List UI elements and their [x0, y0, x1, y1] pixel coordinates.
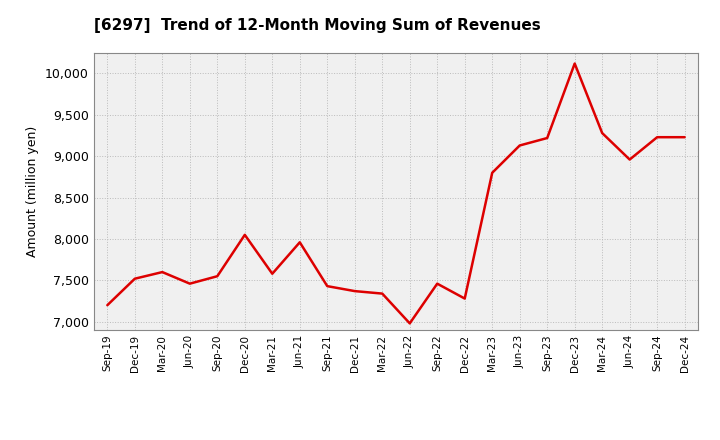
Y-axis label: Amount (million yen): Amount (million yen) [27, 126, 40, 257]
Text: [6297]  Trend of 12-Month Moving Sum of Revenues: [6297] Trend of 12-Month Moving Sum of R… [94, 18, 540, 33]
